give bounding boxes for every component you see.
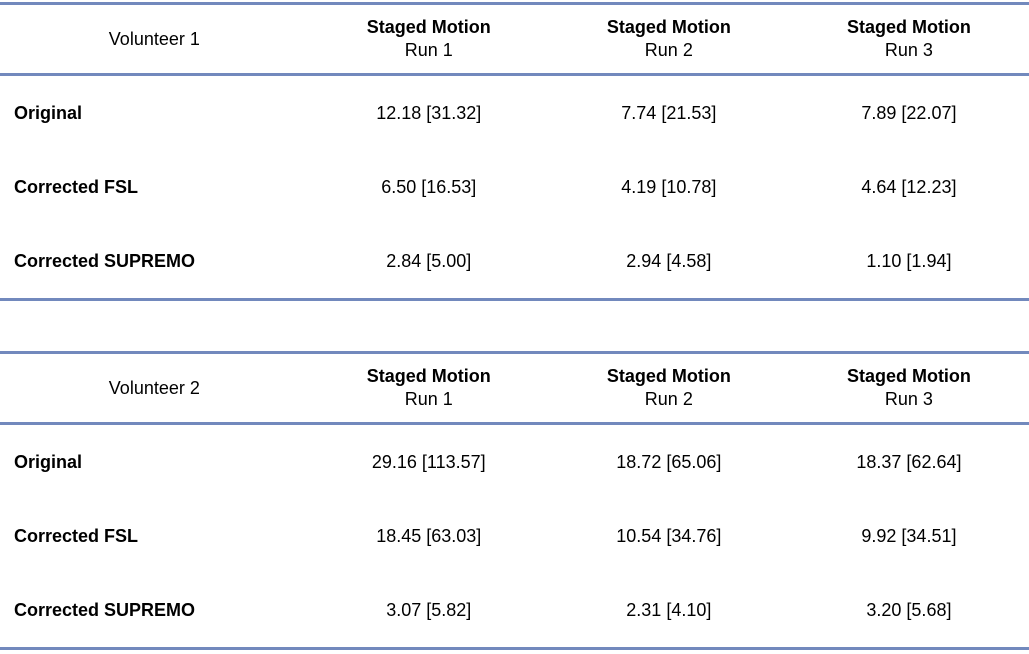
value-cell: 4.19 [10.78] [621,176,717,197]
row-label: Original [14,102,83,123]
header-row: Volunteer 2 Staged Motion Run 1 Staged Moti… [0,352,1029,425]
row-label: Corrected FSL [14,176,139,197]
table-row: Corrected SUPREMO 3.07 [5.82] 2.31 [4.10] 3… [0,573,1029,649]
value-cell: 18.37 [62.64] [856,451,962,472]
column-header-title: Staged Motion [606,365,731,386]
volunteer-label: Volunteer 2 [0,352,309,425]
column-header: Staged Motion Run 2 [548,352,789,425]
column-header-title: Staged Motion [846,16,971,37]
table-row: Corrected FSL 18.45 [63.03] 10.54 [34.76] 9… [0,499,1029,573]
value-cell: 2.94 [4.58] [626,250,712,271]
value-cell: 29.16 [113.57] [371,451,486,472]
column-header: Staged Motion Run 3 [788,352,1029,425]
value-cell: 3.07 [5.82] [386,599,472,620]
value-cell: 1.10 [1.94] [866,250,952,271]
row-label: Corrected SUPREMO [14,599,196,620]
column-header-title: Staged Motion [846,365,971,386]
table-row: Original 12.18 [31.32] 7.74 [21.53] 7.89 [2… [0,75,1029,151]
volunteer-label: Volunteer 1 [0,3,309,76]
column-header: Staged Motion Run 1 [308,3,549,76]
row-label: Corrected SUPREMO [14,250,196,271]
value-cell: 18.45 [63.03] [376,525,482,546]
row-label: Corrected FSL [14,525,139,546]
row-label: Original [14,451,83,472]
value-cell: 12.18 [31.32] [376,102,482,123]
column-header-title: Staged Motion [366,365,491,386]
value-cell: 7.74 [21.53] [621,102,717,123]
value-cell: 7.89 [22.07] [861,102,957,123]
column-header-subtitle: Run 2 [644,40,693,60]
table-row: Corrected SUPREMO 2.84 [5.00] 2.94 [4.58] 1… [0,224,1029,300]
value-cell: 2.84 [5.00] [386,250,472,271]
column-header: Staged Motion Run 2 [548,3,789,76]
volunteer-table: Volunteer 1 Staged Motion Run 1 Staged Moti… [0,2,1029,301]
column-header-title: Staged Motion [366,16,491,37]
value-cell: 4.64 [12.23] [861,176,957,197]
column-header: Staged Motion Run 3 [788,3,1029,76]
column-header-subtitle: Run 1 [404,40,453,60]
value-cell: 18.72 [65.06] [616,451,722,472]
table-row: Original 29.16 [113.57] 18.72 [65.06] 18.37… [0,424,1029,500]
value-cell: 10.54 [34.76] [616,525,722,546]
header-row: Volunteer 1 Staged Motion Run 1 Staged Moti… [0,3,1029,76]
column-header-title: Staged Motion [606,16,731,37]
column-header-subtitle: Run 3 [884,389,933,409]
column-header: Staged Motion Run 1 [308,352,549,425]
table-row: Corrected FSL 6.50 [16.53] 4.19 [10.78] 4.6… [0,150,1029,224]
value-cell: 3.20 [5.68] [866,599,952,620]
column-header-subtitle: Run 1 [404,389,453,409]
value-cell: 2.31 [4.10] [626,599,712,620]
volunteer-table: Volunteer 2 Staged Motion Run 1 Staged Moti… [0,351,1029,650]
value-cell: 9.92 [34.51] [861,525,957,546]
column-header-subtitle: Run 2 [644,389,693,409]
column-header-subtitle: Run 3 [884,40,933,60]
value-cell: 6.50 [16.53] [381,176,477,197]
